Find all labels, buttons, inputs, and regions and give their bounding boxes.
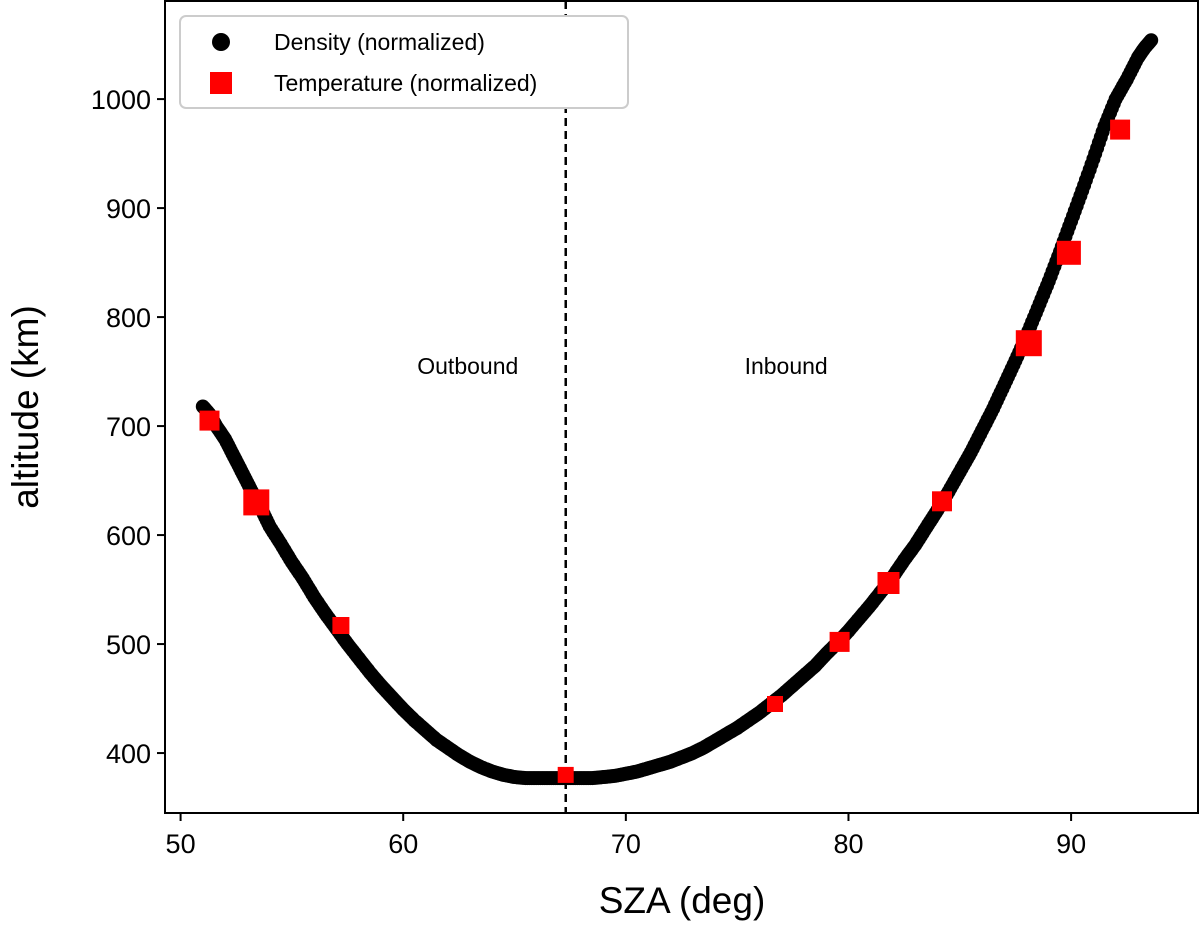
legend-box [179, 15, 629, 109]
y-tick-label: 700 [106, 412, 151, 442]
x-tick-label: 50 [166, 829, 196, 859]
y-axis-title: altitude (km) [5, 305, 46, 509]
y-tick-label: 900 [106, 194, 151, 224]
y-tick-label: 400 [106, 739, 151, 769]
plot-frame [164, 0, 1199, 814]
density-point [1144, 33, 1159, 48]
temperature-point [829, 631, 850, 652]
temperature-point [243, 489, 270, 516]
x-tick-label: 70 [611, 829, 641, 859]
temperature-point [332, 617, 350, 634]
x-tick-label: 90 [1056, 829, 1086, 859]
plot-marks [195, 1, 1159, 813]
legend-temperature-label: Temperature (normalized) [274, 70, 537, 96]
legend-density-label: Density (normalized) [274, 29, 485, 55]
temperature-point [199, 410, 220, 431]
temperature-point [1110, 119, 1131, 140]
temperature-point [557, 766, 574, 783]
temperature-point [932, 491, 952, 512]
y-tick-label: 1000 [91, 85, 151, 115]
legend: Density (normalized) Temperature (normali… [179, 15, 629, 109]
temperature-point [767, 696, 783, 712]
plot-area [164, 0, 1199, 814]
annotations: Outbound Inbound [417, 353, 827, 379]
x-tick-label: 80 [833, 829, 863, 859]
series-temperature [199, 119, 1131, 783]
x-tick-label: 60 [388, 829, 418, 859]
axes: 50 60 70 80 90 400 500 600 700 800 900 1000 [91, 85, 1086, 859]
temperature-point [877, 572, 900, 594]
region-label: Outbound [417, 353, 518, 379]
legend-temperature-marker [210, 72, 232, 94]
series-density [195, 33, 1159, 786]
y-tick-label: 500 [106, 630, 151, 660]
y-tick-label: 600 [106, 521, 151, 551]
y-tick-label: 800 [106, 303, 151, 333]
temperature-point [1056, 240, 1081, 265]
region-label: Inbound [745, 353, 828, 379]
temperature-point [1015, 330, 1042, 357]
legend-density-marker [212, 33, 230, 51]
x-axis-title: SZA (deg) [599, 880, 766, 921]
